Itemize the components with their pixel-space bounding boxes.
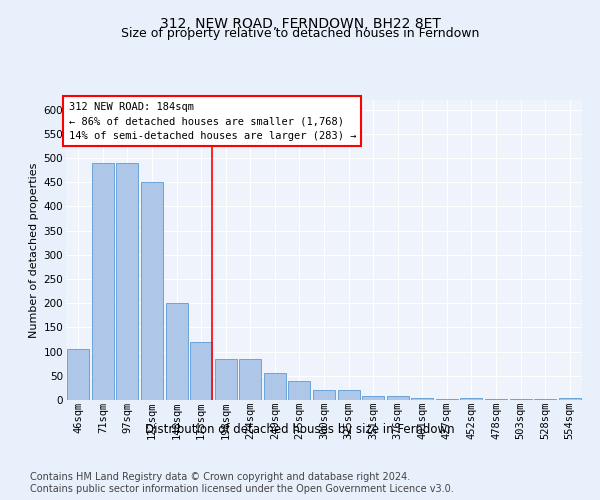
Bar — [386, 396, 409, 400]
Bar — [166, 303, 188, 400]
Bar — [116, 163, 139, 400]
Text: Size of property relative to detached houses in Ferndown: Size of property relative to detached ho… — [121, 28, 479, 40]
Bar — [190, 342, 212, 400]
Bar — [509, 398, 532, 400]
Bar — [460, 398, 482, 400]
Bar — [264, 374, 286, 400]
Text: Contains HM Land Registry data © Crown copyright and database right 2024.: Contains HM Land Registry data © Crown c… — [30, 472, 410, 482]
Text: Distribution of detached houses by size in Ferndown: Distribution of detached houses by size … — [145, 422, 455, 436]
Text: Contains public sector information licensed under the Open Government Licence v3: Contains public sector information licen… — [30, 484, 454, 494]
Bar — [534, 398, 556, 400]
Text: 312 NEW ROAD: 184sqm
← 86% of detached houses are smaller (1,768)
14% of semi-de: 312 NEW ROAD: 184sqm ← 86% of detached h… — [68, 102, 356, 141]
Bar — [141, 182, 163, 400]
Bar — [239, 359, 262, 400]
Bar — [289, 380, 310, 400]
Y-axis label: Number of detached properties: Number of detached properties — [29, 162, 40, 338]
Bar — [92, 163, 114, 400]
Bar — [215, 359, 237, 400]
Bar — [338, 390, 359, 400]
Bar — [313, 390, 335, 400]
Bar — [559, 398, 581, 400]
Bar — [436, 398, 458, 400]
Bar — [485, 398, 507, 400]
Bar — [411, 398, 433, 400]
Bar — [67, 349, 89, 400]
Text: 312, NEW ROAD, FERNDOWN, BH22 8ET: 312, NEW ROAD, FERNDOWN, BH22 8ET — [160, 18, 440, 32]
Bar — [362, 396, 384, 400]
